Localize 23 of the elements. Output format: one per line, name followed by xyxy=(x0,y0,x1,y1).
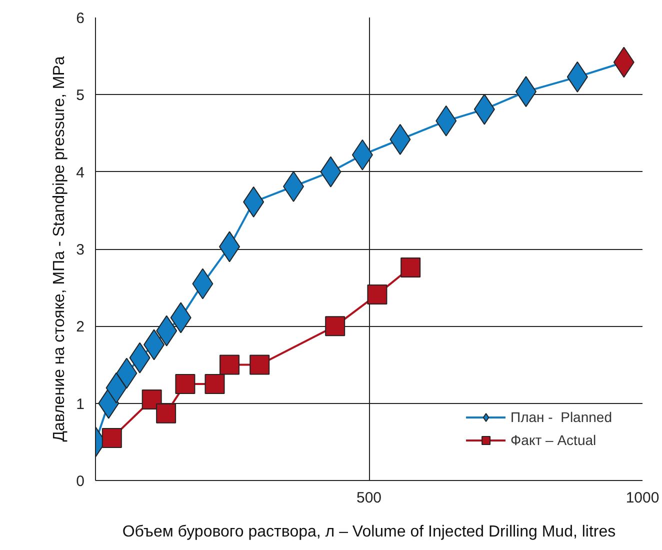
point xyxy=(204,374,225,394)
point xyxy=(102,428,122,448)
point xyxy=(175,374,196,394)
y-tick-label: 4 xyxy=(76,164,84,182)
point xyxy=(367,284,388,305)
point xyxy=(250,354,270,375)
legend-label: Факт – Actual xyxy=(510,432,596,448)
legend-label: План - Planned xyxy=(510,409,612,425)
y-tick-label: 6 xyxy=(76,10,84,27)
point xyxy=(142,389,162,410)
y-tick-label: 1 xyxy=(76,396,84,413)
x-tick-label: 1000 xyxy=(626,490,660,506)
point xyxy=(325,316,346,336)
y-tick-label: 2 xyxy=(76,318,84,336)
y-tick-label: 5 xyxy=(76,87,84,104)
x-axis-title: Объем бурового раствора, л – Volume of Injected Drilling Mud, litres xyxy=(122,524,616,540)
point xyxy=(156,403,176,424)
x-tick-label: 500 xyxy=(356,490,382,506)
point xyxy=(220,354,240,375)
y-tick-label: 3 xyxy=(76,242,84,258)
y-tick-label: 0 xyxy=(76,473,84,490)
point xyxy=(400,258,421,278)
y-axis-title: Давление на стояке, МПа - Standpipe pressure, MPa xyxy=(51,56,68,442)
